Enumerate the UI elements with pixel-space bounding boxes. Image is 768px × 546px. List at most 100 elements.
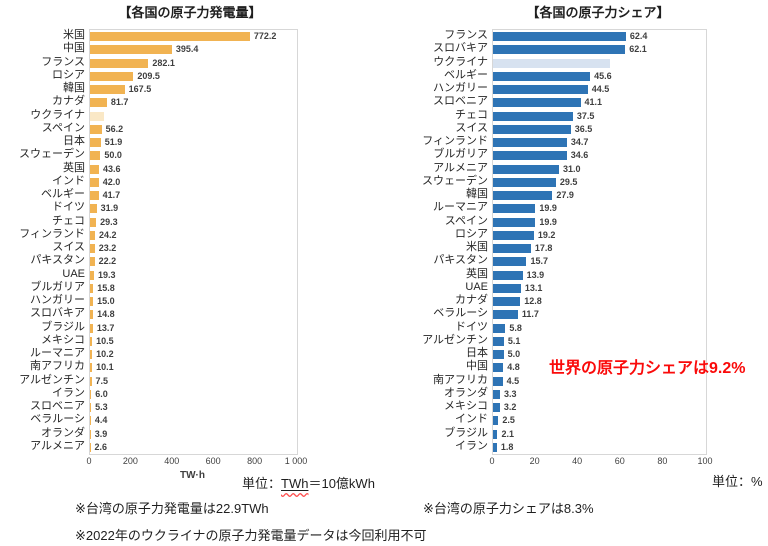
- category-label: ロシア: [455, 227, 488, 240]
- category-label: ルーマニア: [433, 201, 488, 214]
- category-label: ドイツ: [455, 320, 488, 333]
- category-label: フランス: [41, 55, 85, 68]
- plot-area: 62.4 62.1 45.6 44.5 41.1 37.5 36.5 34.7 34.6 31.0…: [492, 29, 707, 455]
- category-label: アルゼンチン: [422, 333, 488, 346]
- bar: [90, 191, 99, 201]
- bar: [493, 32, 626, 42]
- category-label: パキスタン: [433, 254, 488, 267]
- bar: [90, 58, 149, 68]
- bar-value-label: 7.5: [95, 375, 109, 386]
- bar: [90, 283, 94, 293]
- bar: [493, 270, 523, 280]
- category-label: 中国: [466, 360, 488, 373]
- category-label: ドイツ: [52, 201, 85, 214]
- bar-value-label: 5.1: [507, 335, 521, 346]
- share-x-axis-ticks: 0 20 40 60 80 100: [489, 456, 712, 468]
- bar-value-label: 13.7: [96, 322, 115, 333]
- category-label: アルメニア: [433, 161, 488, 174]
- category-label: フィンランド: [19, 227, 85, 240]
- category-label: ルーマニア: [30, 347, 85, 359]
- bar: [90, 138, 101, 148]
- generation-category-axis: 米国 中国 フランス ロシア 韓国 カナダ ウクライナ スペイン 日本 スウェーデン 英国 インド ベル…: [0, 29, 85, 453]
- bar-value-label: 4.8: [507, 362, 520, 373]
- bar: [493, 124, 571, 134]
- bar-value-label: 772.2: [253, 31, 277, 41]
- bar-value-label: 51.9: [104, 137, 123, 147]
- category-label: ハンガリー: [30, 294, 85, 306]
- bar: [493, 363, 504, 373]
- bar: [90, 442, 91, 452]
- bar: [90, 71, 134, 81]
- x-tick-label: 40: [572, 456, 583, 466]
- bar: [90, 336, 93, 346]
- category-label: スロベニア: [433, 95, 488, 108]
- bar: [493, 138, 567, 148]
- bar-value-label: 4.5: [506, 375, 520, 386]
- bar: [90, 403, 92, 413]
- bar: [493, 151, 567, 161]
- category-label: ハンガリー: [433, 82, 488, 94]
- x-tick-label: 80: [657, 456, 668, 466]
- category-label: スペイン: [41, 121, 85, 134]
- bar-value-label: 22.2: [98, 256, 117, 267]
- bar-value-label: 1.8: [500, 441, 514, 452]
- bar: [493, 217, 536, 227]
- bar: [493, 283, 521, 293]
- category-label: 南アフリカ: [433, 373, 488, 386]
- category-label: オランダ: [41, 426, 85, 439]
- bar: [90, 217, 97, 227]
- bar-value-label: 3.3: [504, 388, 517, 399]
- bar: [90, 164, 100, 174]
- bar: [493, 429, 498, 439]
- bar-value-label: 34.6: [570, 150, 589, 161]
- bar: [493, 403, 500, 413]
- category-label: ブルガリア: [30, 280, 85, 293]
- category-label: フィンランド: [422, 135, 488, 147]
- bar-value-label: 19.9: [539, 216, 557, 227]
- bar: [493, 336, 504, 346]
- bar: [493, 350, 504, 360]
- bar: [90, 204, 97, 214]
- bar-value-label: 31.9: [100, 203, 119, 214]
- category-label: スロバキア: [433, 42, 488, 55]
- bar: [90, 98, 107, 108]
- x-tick-label: 100: [697, 456, 713, 466]
- bar: [493, 164, 560, 174]
- unit-note-twh-underlined: TWh: [281, 476, 309, 491]
- plot-area: 772.2 395.4 282.1 209.5 167.5 81.7 56.2 51.9 50.…: [89, 29, 298, 455]
- category-label: 韓国: [63, 82, 85, 94]
- bar-value-label: 10.5: [96, 335, 114, 346]
- bar-value-label: 282.1: [152, 57, 175, 68]
- bar: [493, 58, 611, 68]
- bar: [90, 32, 250, 42]
- bar-value-label: 50.0: [104, 150, 122, 161]
- category-label: 英国: [63, 161, 85, 174]
- category-label: ベラルーシ: [30, 413, 85, 426]
- category-label: ベルギー: [444, 68, 488, 81]
- category-label: ブルガリア: [433, 148, 488, 161]
- bar-value-label: 36.5: [574, 123, 593, 134]
- bar-value-label: 2.5: [502, 415, 515, 426]
- bar: [90, 45, 172, 55]
- bar: [493, 85, 588, 95]
- bar: [90, 257, 95, 267]
- category-label: 米国: [466, 241, 488, 253]
- bar: [493, 191, 553, 201]
- bar-value-label: 23.2: [98, 243, 117, 253]
- category-label: ウクライナ: [433, 55, 488, 68]
- category-label: カナダ: [455, 294, 488, 306]
- category-label: メキシコ: [444, 400, 488, 412]
- bar-value-label: 19.9: [539, 203, 557, 214]
- category-label: パキスタン: [30, 254, 85, 267]
- bar-value-label: 34.7: [570, 137, 589, 147]
- category-label: スウェーデン: [422, 174, 488, 187]
- bar-value-label: 10.2: [96, 349, 114, 359]
- bar: [493, 177, 556, 187]
- category-label: 日本: [466, 347, 488, 359]
- x-tick-label: 60: [614, 456, 625, 466]
- category-label: スウェーデン: [19, 148, 85, 161]
- category-label: ブラジル: [444, 426, 488, 439]
- bar-value-label: 6.0: [95, 388, 108, 399]
- category-label: 米国: [63, 29, 85, 41]
- bar: [90, 323, 93, 333]
